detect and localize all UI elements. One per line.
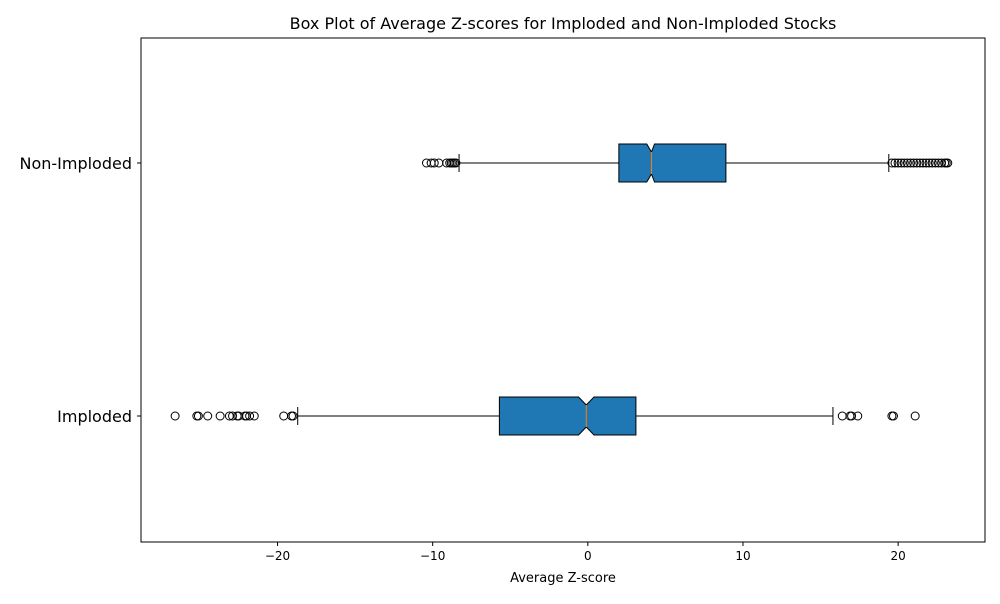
- outlier-point-imploded: [170, 411, 180, 421]
- outlier-point-non-imploded: [429, 158, 439, 168]
- outlier-point-imploded: [888, 411, 898, 421]
- outlier-point-non-imploded: [434, 158, 444, 168]
- outlier-point-non-imploded: [921, 158, 931, 168]
- outlier-point-imploded: [215, 411, 225, 421]
- outlier-point-imploded: [279, 411, 289, 421]
- outlier-point-imploded: [249, 411, 259, 421]
- outlier-point-imploded: [245, 411, 255, 421]
- plot-area-frame: [140, 37, 986, 543]
- outlier-point-non-imploded: [915, 158, 925, 168]
- x-tick-label: −20: [265, 549, 290, 563]
- chart-title: Box Plot of Average Z-scores for Implode…: [290, 14, 837, 33]
- outlier-point-non-imploded: [943, 158, 953, 168]
- x-axis-label: Average Z-score: [510, 571, 616, 586]
- outlier-point-non-imploded: [896, 158, 906, 168]
- outlier-point-non-imploded: [902, 158, 912, 168]
- outlier-point-non-imploded: [887, 158, 897, 168]
- outlier-point-non-imploded: [909, 158, 919, 168]
- box-group-imploded: [170, 396, 920, 436]
- outlier-point-non-imploded: [906, 158, 916, 168]
- notched-box-non-imploded: [618, 143, 727, 183]
- outlier-point-non-imploded: [899, 158, 909, 168]
- outlier-point-non-imploded: [930, 158, 940, 168]
- outlier-point-imploded: [228, 411, 238, 421]
- x-tick-label: 0: [584, 549, 592, 563]
- outlier-point-non-imploded: [912, 158, 922, 168]
- notched-box-imploded: [498, 396, 637, 436]
- outlier-point-imploded: [910, 411, 920, 421]
- outlier-point-non-imploded: [890, 158, 900, 168]
- outlier-point-imploded: [847, 411, 857, 421]
- outlier-point-imploded: [203, 411, 213, 421]
- outlier-point-non-imploded: [918, 158, 928, 168]
- boxes-layer: [170, 143, 953, 436]
- outlier-point-non-imploded: [927, 158, 937, 168]
- y-tick-label: Non-Imploded: [19, 154, 132, 173]
- outlier-point-imploded: [837, 411, 847, 421]
- outlier-point-non-imploded: [451, 158, 461, 168]
- outlier-point-imploded: [193, 411, 203, 421]
- x-axis: −20 −10 0 10 20: [265, 542, 906, 563]
- y-tick-label: Imploded: [57, 407, 132, 426]
- outlier-point-non-imploded: [924, 158, 934, 168]
- x-tick-label: 20: [890, 549, 905, 563]
- x-tick-label: 10: [735, 549, 750, 563]
- outlier-point-imploded: [288, 411, 298, 421]
- outlier-point-non-imploded: [937, 158, 947, 168]
- outlier-point-non-imploded: [893, 158, 903, 168]
- box-group-non-imploded: [421, 143, 953, 183]
- outlier-point-non-imploded: [421, 158, 431, 168]
- outlier-point-imploded: [853, 411, 863, 421]
- x-tick-label: −10: [420, 549, 445, 563]
- y-axis: Imploded Non-Imploded: [19, 154, 141, 426]
